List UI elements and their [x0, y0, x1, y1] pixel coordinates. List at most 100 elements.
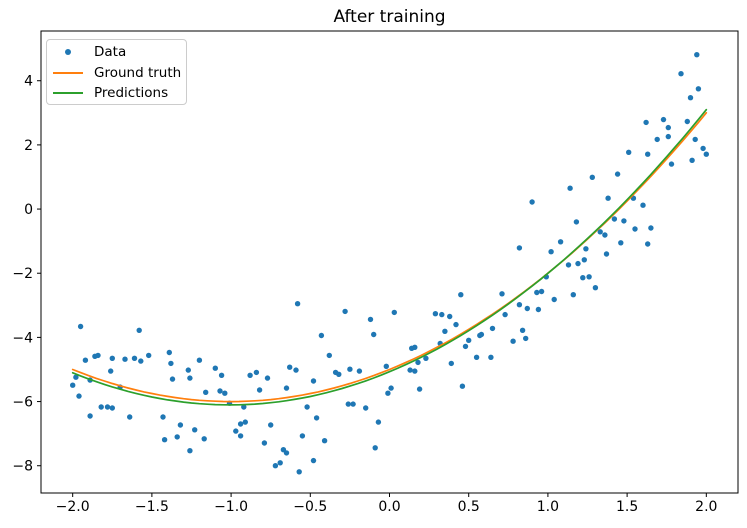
data-point: [592, 285, 599, 291]
data-point: [136, 327, 142, 333]
data-point: [551, 296, 557, 303]
data-point: [313, 415, 320, 421]
data-point: [665, 133, 671, 140]
x-tick-label: 1.0: [537, 499, 559, 515]
data-point: [516, 302, 523, 308]
data-point: [166, 349, 172, 356]
predictions-curve: [71, 108, 708, 406]
data-point: [654, 136, 660, 143]
data-point: [160, 414, 166, 420]
data-point: [363, 405, 369, 411]
x-tick-label: 0.5: [458, 499, 480, 515]
y-tick-label: −6: [12, 395, 33, 411]
data-point: [602, 232, 608, 238]
data-point: [187, 375, 193, 381]
data-point: [557, 239, 564, 245]
data-point: [127, 414, 133, 420]
data-point: [529, 199, 535, 205]
x-tick-label: −1.5: [135, 499, 169, 515]
data-point: [570, 292, 576, 298]
data-point: [621, 218, 627, 224]
data-point: [146, 352, 152, 359]
data-point: [177, 422, 184, 428]
data-point: [347, 366, 353, 372]
data-point: [196, 357, 203, 363]
data-point: [502, 311, 508, 318]
data-point: [442, 328, 448, 334]
data-point: [586, 274, 592, 280]
data-point: [665, 124, 671, 131]
data-point: [70, 382, 76, 388]
data-point: [203, 389, 209, 395]
data-point: [391, 309, 397, 316]
data-point: [342, 308, 348, 315]
data-point: [104, 404, 111, 410]
data-point: [287, 364, 293, 370]
data-point: [283, 450, 290, 456]
legend-marker-line-icon: [53, 71, 83, 74]
data-point: [453, 321, 459, 328]
data-point: [299, 433, 306, 439]
data-point: [412, 368, 418, 374]
y-tick-label: −8: [12, 459, 33, 475]
data-point: [388, 385, 394, 391]
data-point: [321, 438, 328, 444]
data-point: [261, 440, 268, 446]
data-point: [412, 344, 418, 350]
data-point: [548, 249, 554, 255]
data-point: [423, 355, 429, 361]
y-tick-label: −4: [12, 330, 33, 346]
y-tick-label: 0: [24, 202, 33, 218]
data-point: [524, 305, 530, 312]
data-point: [407, 367, 413, 373]
data-point: [589, 174, 595, 180]
data-point: [283, 385, 290, 391]
legend-label: Data: [94, 44, 127, 61]
data-point: [439, 311, 445, 318]
data-point: [466, 337, 472, 343]
data-point: [581, 257, 587, 263]
data-point: [272, 463, 279, 469]
data-point: [660, 116, 667, 123]
data-point: [237, 421, 244, 427]
data-point: [703, 151, 709, 157]
data-point: [567, 185, 573, 191]
data-point: [640, 202, 646, 208]
data-point: [538, 288, 545, 295]
y-tick-label: 4: [24, 74, 33, 90]
data-point: [192, 427, 198, 433]
data-point: [459, 383, 466, 389]
x-tick-label: 2.0: [695, 499, 717, 515]
legend: Data Ground truth Predictions: [46, 39, 187, 105]
data-point: [603, 251, 610, 257]
data-point: [122, 356, 128, 362]
data-point: [77, 323, 84, 330]
data-point: [237, 433, 244, 439]
ground-truth-curve: [71, 111, 708, 403]
data-point: [304, 404, 310, 410]
data-point: [643, 119, 649, 126]
data-point: [187, 448, 193, 454]
data-point: [241, 404, 247, 410]
data-point: [326, 352, 332, 359]
data-point: [109, 405, 116, 411]
data-point: [131, 355, 138, 361]
data-point: [668, 161, 675, 167]
data-point: [694, 52, 700, 58]
data-point: [247, 372, 253, 378]
data-point: [383, 363, 389, 369]
data-point: [535, 306, 542, 313]
data-point: [580, 275, 586, 281]
data-point: [294, 301, 301, 307]
data-point: [605, 195, 611, 201]
data-point: [611, 216, 618, 222]
data-point: [614, 171, 621, 177]
x-tick-label: 0.0: [378, 499, 400, 515]
data-point: [632, 226, 638, 232]
data-point: [648, 225, 654, 231]
data-point: [222, 390, 228, 396]
x-tick-label: 1.5: [616, 499, 638, 515]
data-point: [201, 436, 207, 442]
data-point: [95, 352, 101, 359]
